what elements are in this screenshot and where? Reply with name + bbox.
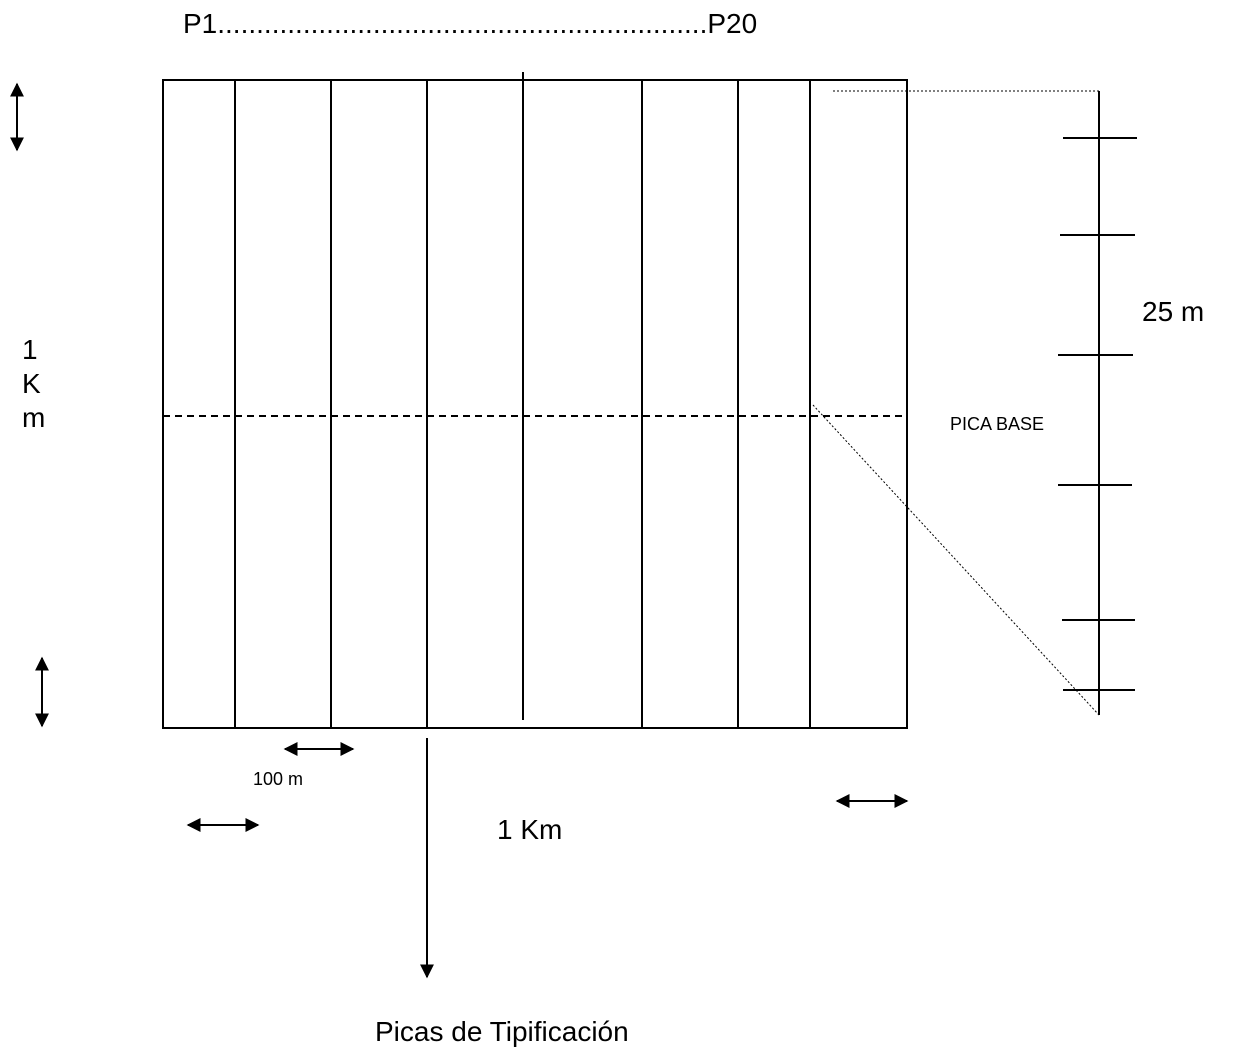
grid-boundary	[162, 79, 908, 729]
segment-length-label: 25 m	[1142, 296, 1205, 327]
strip-range-label: P1......................................…	[183, 8, 758, 39]
diagram-caption: Picas de Tipificación	[375, 1016, 629, 1047]
height-label-line: m	[22, 402, 46, 433]
spacing-label: 100 m	[253, 769, 304, 789]
height-label: 1 K m	[22, 333, 45, 435]
width-label: 1 Km	[497, 814, 563, 845]
pica-base-label: PICA BASE	[950, 414, 1045, 434]
detail-projection-bottom	[812, 404, 1100, 716]
height-label-line: K	[22, 368, 41, 399]
height-label-line: 1	[22, 334, 38, 365]
